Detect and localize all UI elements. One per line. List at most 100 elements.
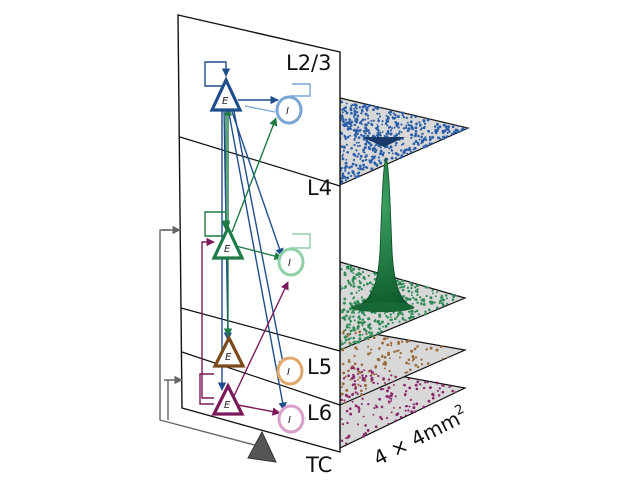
neuron-dot	[390, 411, 393, 414]
neuron-dot	[349, 283, 353, 287]
neuron-dot	[459, 130, 462, 133]
neuron-dot	[343, 271, 347, 275]
neuron-dot	[433, 301, 436, 304]
neuron-dot	[348, 323, 352, 326]
neuron-dot	[398, 286, 401, 289]
neuron-dot	[369, 334, 373, 337]
neuron-dot	[361, 397, 364, 401]
neuron-dot	[354, 131, 358, 134]
neuron-dot	[405, 299, 408, 302]
neuron-dot	[382, 388, 385, 390]
neuron-dot	[398, 320, 401, 323]
neuron-dot	[406, 286, 410, 290]
neuron-dot	[401, 112, 404, 115]
neuron-dot	[343, 273, 347, 277]
neuron-dot	[384, 122, 388, 126]
neuron-dot	[386, 145, 389, 148]
neuron-dot	[390, 156, 394, 160]
neuron-dot	[361, 105, 365, 109]
neuron-dot	[345, 388, 349, 392]
neuron-dot	[439, 345, 443, 349]
neuron-dot	[358, 330, 362, 334]
neuron-dot	[391, 152, 394, 155]
exc-label-l6: E	[224, 400, 231, 411]
neuron-dot	[395, 133, 399, 137]
neuron-dot	[430, 142, 433, 145]
neuron-dot	[363, 320, 366, 324]
neuron-dot	[355, 273, 359, 277]
neuron-dot	[410, 287, 413, 290]
neuron-dot	[402, 282, 405, 285]
neuron-dot	[354, 332, 357, 335]
neuron-dot	[342, 317, 345, 320]
neuron-dot	[367, 117, 370, 120]
divider-l4-l5	[180, 307, 341, 352]
activity-peak	[350, 156, 416, 313]
neuron-dot	[356, 300, 360, 303]
neuron-dot	[419, 383, 422, 386]
neuron-dot	[401, 114, 404, 117]
neuron-dot	[455, 294, 458, 297]
inhibitory-neuron-l4	[277, 247, 305, 277]
neuron-dot	[386, 116, 390, 120]
neuron-dot	[356, 372, 360, 376]
neuron-dot	[353, 143, 356, 147]
neuron-dot	[344, 118, 348, 121]
neuron-dot	[406, 297, 410, 301]
neuron-dot	[399, 415, 403, 419]
neuron-dot	[349, 127, 352, 131]
neuron-dot	[343, 146, 346, 149]
neuron-dot	[345, 143, 348, 146]
neuron-dot	[402, 286, 405, 289]
neuron-dot	[368, 281, 372, 285]
neuron-dot	[386, 337, 389, 340]
neuron-dot	[342, 149, 345, 152]
neuron-dot	[347, 267, 350, 270]
neuron-dot	[356, 423, 360, 426]
neuron-dot	[435, 128, 438, 132]
neuron-dot	[372, 271, 375, 275]
neuron-dot	[456, 124, 459, 127]
neuron-dot	[371, 283, 374, 286]
neuron-dot	[385, 114, 388, 117]
neuron-dot	[359, 154, 363, 158]
neuron-dot	[410, 116, 413, 119]
neuron-dot	[348, 326, 351, 329]
neuron-dot	[425, 144, 429, 148]
neuron-dot	[386, 343, 390, 347]
neuron-dot	[401, 279, 405, 283]
neuron-dot	[344, 335, 348, 339]
neuron-dot	[389, 129, 393, 132]
neuron-dot	[340, 418, 343, 421]
neuron-dot	[435, 122, 439, 126]
neuron-dot	[423, 122, 427, 125]
neuron-dot	[389, 357, 391, 360]
neuron-dot	[424, 136, 427, 139]
neuron-dot	[361, 271, 365, 274]
neuron-dot	[353, 123, 355, 126]
neuron-dot	[390, 397, 393, 400]
neuron-dot	[396, 115, 400, 119]
neuron-dot	[353, 340, 356, 343]
connections	[159, 61, 311, 448]
neuron-dot	[349, 320, 352, 323]
neuron-dot	[342, 377, 346, 380]
neuron-dot	[412, 403, 415, 406]
neuron-dot	[451, 125, 455, 129]
neuron-dot	[424, 312, 427, 316]
neuron-dot	[429, 300, 432, 304]
neuron-dot	[388, 369, 391, 373]
neuron-dot	[394, 317, 397, 321]
neuron-dot	[367, 345, 370, 348]
neuron-dot	[453, 130, 457, 134]
neuron-dot	[366, 428, 370, 432]
neuron-dot	[344, 137, 348, 140]
neuron-dot	[361, 299, 364, 302]
neuron-dot	[394, 376, 398, 379]
neuron-dot	[352, 152, 356, 156]
neuron-dot	[414, 286, 417, 289]
neuron-dot	[387, 395, 390, 399]
neuron-dot	[419, 296, 422, 299]
neuron-dot	[358, 376, 361, 379]
